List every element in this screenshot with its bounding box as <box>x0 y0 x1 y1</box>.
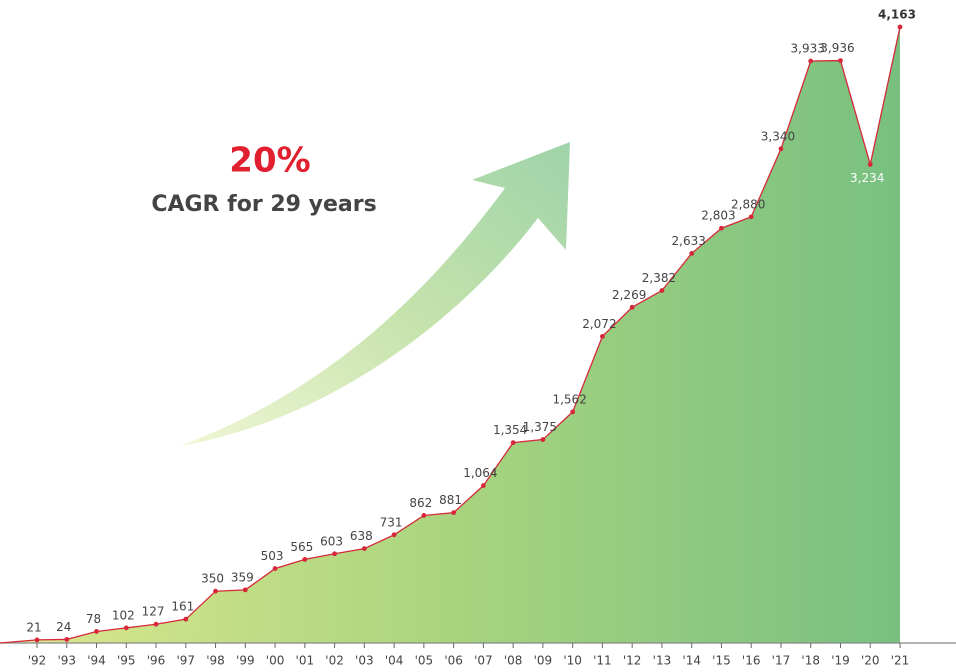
cagr-value: 20% <box>229 141 310 181</box>
value-label: 127 <box>142 605 165 619</box>
x-tick-label: '18 <box>801 654 820 668</box>
point <box>719 225 724 231</box>
value-label: 359 <box>231 570 254 584</box>
x-tick-label: '02 <box>325 654 344 668</box>
x-tick-label: '04 <box>385 654 404 668</box>
x-tick-label: '94 <box>87 654 106 668</box>
area <box>0 27 900 643</box>
value-label: 2,382 <box>642 271 676 285</box>
point <box>659 288 665 293</box>
value-label: 862 <box>409 496 432 510</box>
point <box>897 24 903 30</box>
value-label: 603 <box>320 534 343 548</box>
x-tick-label: '11 <box>593 654 612 668</box>
cagr-caption: CAGR for 29 years <box>151 192 376 217</box>
point <box>94 629 99 634</box>
x-tick-label: '03 <box>355 654 374 668</box>
point <box>510 440 516 446</box>
x-tick-label: '96 <box>147 654 166 668</box>
x-tick-label: '92 <box>28 654 47 668</box>
point <box>183 616 189 622</box>
value-label: 3,933 <box>791 42 825 56</box>
value-label: 350 <box>201 572 224 586</box>
x-tick-label: '15 <box>712 654 731 668</box>
x-tick-label: '97 <box>177 654 196 668</box>
point <box>600 334 605 339</box>
point <box>451 510 457 516</box>
point <box>838 58 843 63</box>
x-tick-label: '06 <box>444 654 463 668</box>
x-tick-label: '99 <box>236 654 255 668</box>
value-label: 2,633 <box>672 234 706 248</box>
value-label: 565 <box>290 540 313 554</box>
value-label: 2,880 <box>731 197 765 211</box>
point <box>272 566 278 571</box>
value-label: 161 <box>171 600 194 614</box>
point <box>302 556 308 562</box>
x-tick-label: '17 <box>772 654 791 668</box>
value-label: 503 <box>261 549 284 563</box>
point <box>242 587 248 593</box>
x-tick-label: '95 <box>117 654 136 668</box>
x-tick-label: '19 <box>831 654 850 668</box>
x-tick-label: '08 <box>504 654 523 668</box>
value-label: 731 <box>380 515 403 529</box>
value-label: 638 <box>350 529 373 543</box>
x-tick-label: '20 <box>861 654 880 668</box>
value-label: 2,269 <box>612 288 646 302</box>
x-tick-label: '13 <box>653 654 672 668</box>
point <box>361 546 367 551</box>
trend-arrow <box>180 142 570 446</box>
x-tick-label: '10 <box>563 654 582 668</box>
point <box>421 513 427 518</box>
x-tick-label: '98 <box>206 654 225 668</box>
x-tick-label: '93 <box>57 654 76 668</box>
value-label: 1,064 <box>463 466 497 480</box>
x-tick-label: '16 <box>742 654 761 668</box>
x-tick-label: '09 <box>534 654 553 668</box>
value-label: 21 <box>26 620 41 634</box>
value-label: 102 <box>112 608 135 622</box>
x-tick-label: '07 <box>474 654 493 668</box>
value-label: 2,803 <box>701 209 735 223</box>
point <box>629 304 635 310</box>
x-tick-label: '12 <box>623 654 642 668</box>
point <box>213 588 218 594</box>
value-label: 3,234 <box>850 171 884 185</box>
value-label: 1,354 <box>493 423 527 437</box>
x-tick-label: '05 <box>415 654 434 668</box>
point <box>332 551 337 557</box>
point <box>64 637 70 642</box>
value-label: 881 <box>439 493 462 507</box>
x-tick-label: '21 <box>891 654 910 668</box>
value-label: 78 <box>86 612 101 626</box>
x-tick-label: '00 <box>266 654 285 668</box>
x-tick-label: '14 <box>682 654 701 668</box>
plot-area: '92 21 '93 24 '94 78 '95 102 '96 127 '97 161 '98 350 '… <box>0 8 956 668</box>
value-label: 24 <box>56 620 71 634</box>
point <box>34 637 40 643</box>
point <box>808 58 814 64</box>
point <box>778 146 784 152</box>
point <box>123 625 129 631</box>
point <box>689 250 695 256</box>
point <box>153 621 159 627</box>
value-label: 2,072 <box>582 317 616 331</box>
point <box>867 162 873 167</box>
value-label: 3,340 <box>761 129 795 143</box>
point <box>748 214 754 220</box>
value-label: 3,936 <box>820 41 854 55</box>
value-label: 4,163 <box>878 8 916 22</box>
value-label: 1,375 <box>523 420 557 434</box>
point <box>480 483 486 488</box>
point <box>570 409 576 415</box>
x-tick-label: '01 <box>296 654 315 668</box>
point <box>391 532 397 538</box>
value-label: 1,562 <box>552 392 586 406</box>
point <box>540 437 546 442</box>
